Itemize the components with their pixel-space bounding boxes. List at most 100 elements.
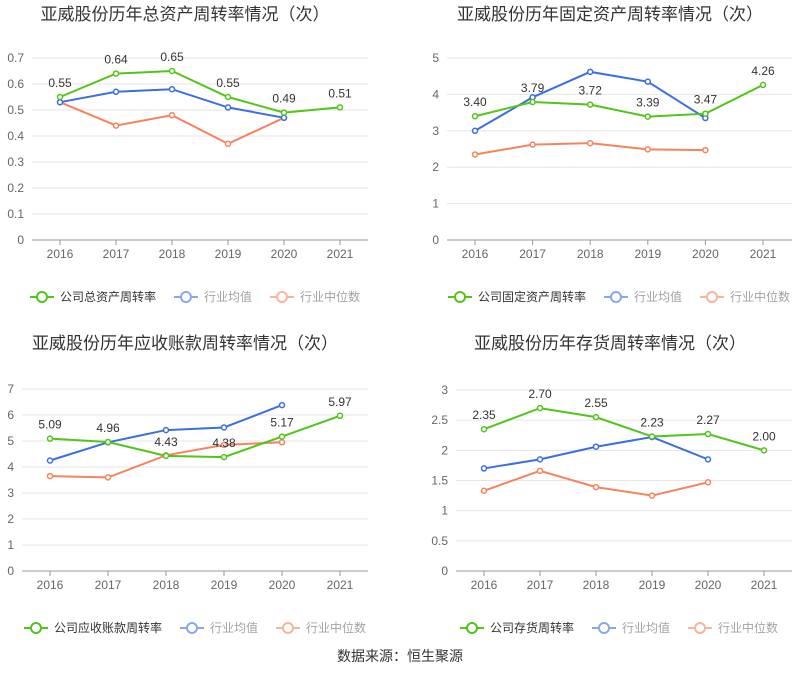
data-point-avg[interactable] [224,104,232,111]
x-tick-label: 2020 [692,247,719,261]
data-point-company[interactable] [704,430,712,438]
data-point-avg[interactable] [162,426,170,434]
data-point-median[interactable] [471,151,479,158]
data-point-median[interactable] [480,487,488,495]
data-point-company[interactable] [104,438,112,446]
y-tick-label: 0.3 [7,155,24,169]
data-point-company[interactable] [471,112,479,120]
legend-marker-icon [186,622,198,634]
legend-item-avg[interactable]: 行业均值 [604,289,682,304]
legend-item-median[interactable]: 行业中位数 [700,289,790,304]
data-point-avg[interactable] [46,457,54,464]
data-label: 0.55 [216,76,240,90]
data-point-avg[interactable] [536,456,544,463]
legend-label: 行业均值 [622,620,670,635]
data-point-avg[interactable] [220,424,228,431]
data-label: 5.97 [328,395,352,409]
data-point-company[interactable] [168,67,176,75]
data-point-avg[interactable] [278,401,286,409]
data-point-company[interactable] [336,412,344,420]
x-tick-label: 2016 [471,578,498,592]
data-point-median[interactable] [704,479,712,486]
data-point-avg[interactable] [56,98,64,106]
legend-item-median[interactable]: 行业中位数 [270,289,360,304]
data-point-avg[interactable] [586,68,594,76]
legend-item-company[interactable]: 公司总资产周转率 [30,289,156,304]
data-point-avg[interactable] [168,85,176,93]
data-point-median[interactable] [702,146,709,154]
data-point-avg[interactable] [471,127,479,135]
x-tick-label: 2019 [215,247,242,261]
data-point-median[interactable] [168,111,176,119]
legend-item-median[interactable]: 行业中位数 [688,620,778,635]
data-point-company[interactable] [224,93,232,101]
legend-marker-icon [610,291,622,303]
data-point-median[interactable] [529,141,536,148]
data-point-median[interactable] [586,139,594,147]
data-point-median[interactable] [278,439,286,446]
y-tick-label: 0 [7,564,14,578]
data-label: 0.64 [104,53,128,67]
data-point-median[interactable] [220,441,228,449]
data-point-median[interactable] [104,474,112,481]
data-point-company[interactable] [480,425,488,433]
y-tick-label: 1 [441,504,448,518]
data-label: 4.38 [212,436,236,450]
x-tick-label: 2018 [583,578,610,592]
data-point-company[interactable] [46,435,54,442]
legend-item-avg[interactable]: 行业均值 [180,620,258,635]
chart-title: 亚威股份历年应收账款周转率情况（次） [32,334,338,353]
legend-label: 行业中位数 [718,620,778,635]
x-tick-label: 2019 [634,247,661,261]
data-label: 3.79 [521,81,545,95]
data-point-avg[interactable] [644,78,652,85]
data-point-avg[interactable] [704,456,712,463]
legend-item-avg[interactable]: 行业均值 [592,620,670,635]
data-point-median[interactable] [112,122,120,129]
data-point-company[interactable] [648,433,656,440]
data-label: 2.00 [752,429,776,443]
legend-marker-icon [36,291,48,303]
data-point-company[interactable] [280,109,288,116]
data-point-avg[interactable] [592,443,600,450]
legend-item-company[interactable]: 公司固定资产周转率 [448,289,586,304]
data-point-company[interactable] [536,404,544,412]
data-point-company[interactable] [220,453,228,461]
data-point-company[interactable] [278,433,286,440]
data-point-company[interactable] [336,104,344,111]
data-point-company[interactable] [702,110,709,117]
legend-item-company[interactable]: 公司应收账款周转率 [24,620,162,635]
legend-item-company[interactable]: 公司存货周转率 [460,620,574,635]
data-point-company[interactable] [529,98,536,106]
x-tick-label: 2016 [37,578,64,592]
data-point-company[interactable] [162,452,170,460]
data-point-avg[interactable] [112,88,120,96]
data-point-median[interactable] [644,146,652,153]
data-point-median[interactable] [536,467,544,475]
data-label: 4.26 [751,64,775,78]
data-point-avg[interactable] [480,465,488,472]
data-point-company[interactable] [112,70,120,77]
data-point-avg[interactable] [280,114,288,122]
series-line-company [59,69,341,114]
legend-item-avg[interactable]: 行业均值 [174,289,252,304]
y-tick-label: 1 [7,538,14,552]
data-point-median[interactable] [224,140,232,148]
data-point-company[interactable] [759,81,767,89]
data-label: 2.70 [528,387,552,401]
data-point-company[interactable] [760,447,768,454]
chart-panel-3: 亚威股份历年应收账款周转率情况（次） 0 1 2 3 4 5 6 7 2016 2017 2018 20… [7,334,368,635]
y-tick-label: 6 [7,408,14,422]
legend-item-median[interactable]: 行业中位数 [276,620,366,635]
data-point-company[interactable] [644,113,652,120]
data-point-company[interactable] [586,101,594,108]
data-point-median[interactable] [592,483,600,491]
series-line-company [474,84,764,118]
data-point-company[interactable] [592,413,600,421]
data-point-median[interactable] [648,492,656,499]
data-point-company[interactable] [56,93,64,101]
data-point-median[interactable] [46,472,54,480]
series-line-company [483,407,765,452]
x-tick-label: 2020 [269,578,296,592]
